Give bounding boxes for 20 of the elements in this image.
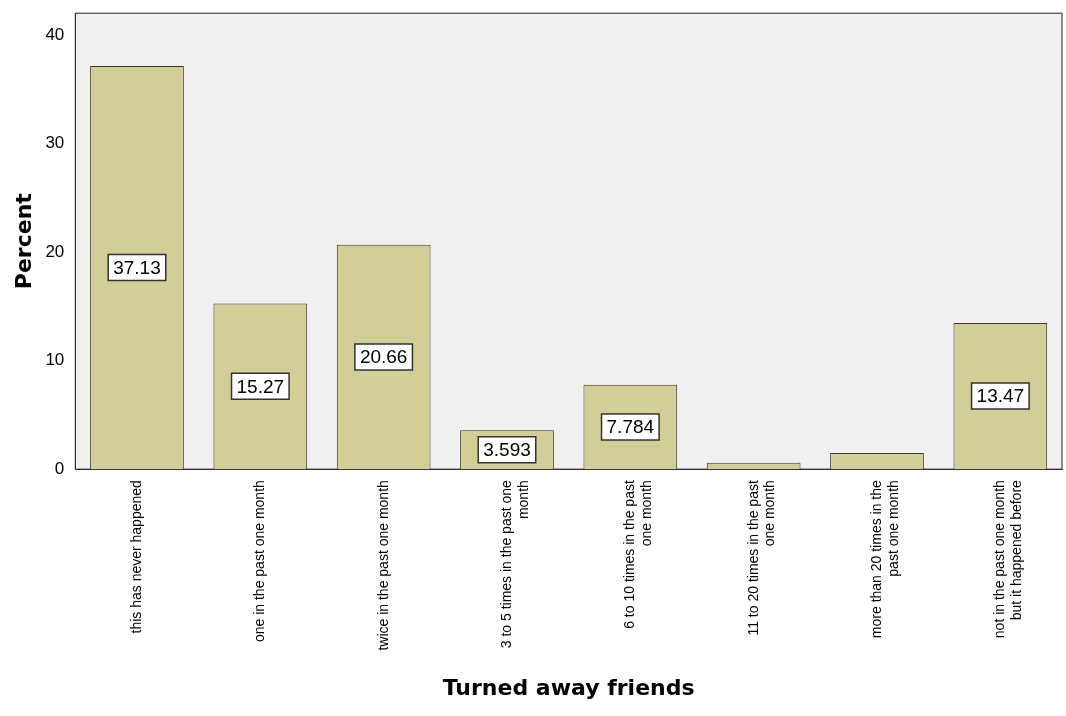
y-tick-label: 20 (45, 241, 65, 261)
data-label: 7.784 (606, 416, 655, 438)
data-label: 13.47 (976, 385, 1025, 407)
y-axis-title: Percent (10, 192, 36, 290)
x-tick-label: 11 to 20 times in the past one month (744, 480, 778, 636)
x-tick-label: one in the past one month (251, 480, 268, 643)
y-tick-label: 30 (45, 133, 65, 153)
x-axis-title: Turned away friends (442, 674, 695, 700)
data-label: 20.66 (359, 346, 408, 368)
y-tick-label: 0 (54, 458, 65, 478)
x-tick-label: 3 to 5 times in the past one month (497, 479, 531, 649)
data-label: 37.13 (113, 256, 161, 278)
y-tick-label: 10 (45, 350, 65, 370)
x-tick-label: more than 20 times in the past one month (867, 479, 901, 639)
y-tick-label: 40 (45, 24, 65, 44)
x-tick-label: twice in the past one month (374, 480, 391, 651)
data-label: 3.593 (483, 438, 531, 460)
x-tick-label: 6 to 10 times in the past one month (621, 480, 654, 629)
x-tick-label: this has never happened (127, 480, 144, 634)
data-label: 15.27 (236, 375, 285, 397)
